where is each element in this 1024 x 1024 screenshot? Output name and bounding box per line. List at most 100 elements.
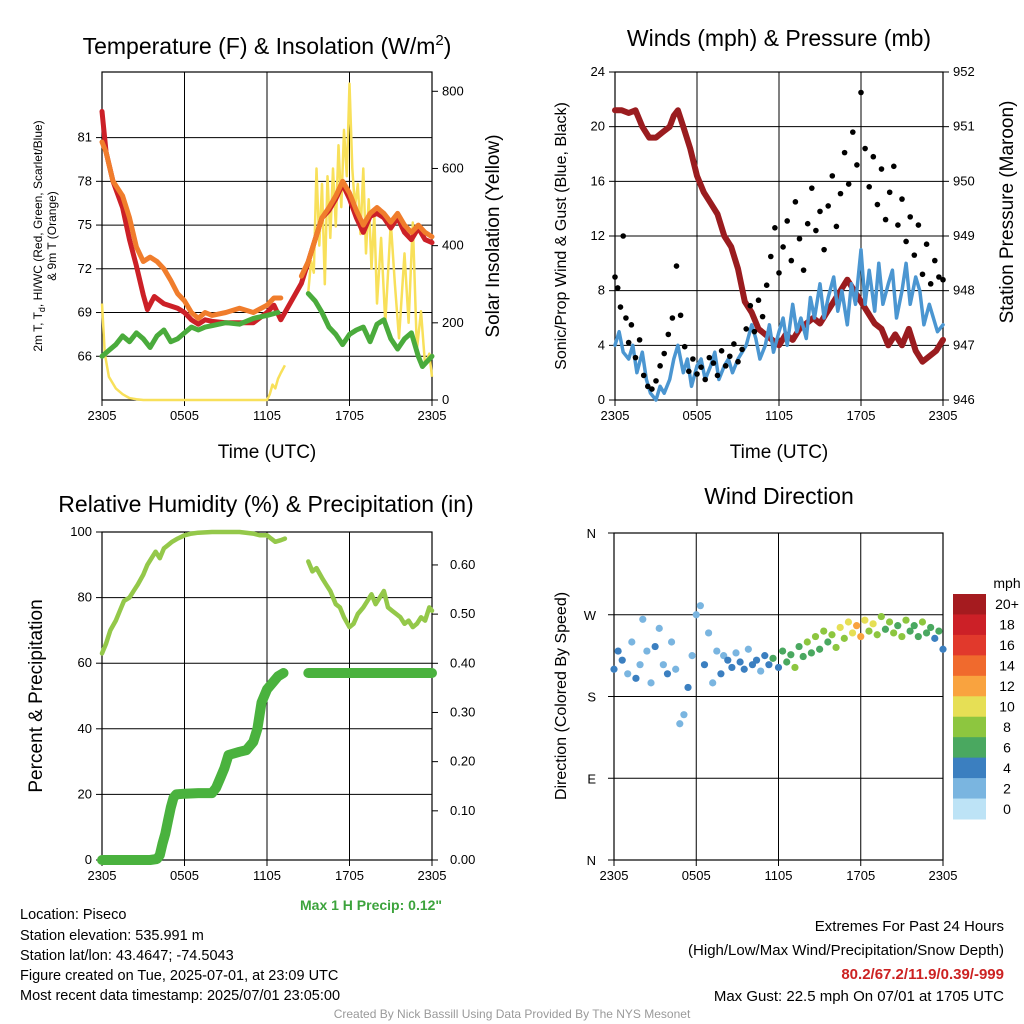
gust-point xyxy=(886,189,893,196)
direction-point xyxy=(709,679,717,687)
gust-point xyxy=(821,246,827,253)
gust-point xyxy=(755,297,762,304)
direction-point xyxy=(836,623,844,632)
y-tick-label-right: 0.00 xyxy=(450,852,475,867)
temperature-series-line xyxy=(305,291,435,369)
gust-point xyxy=(911,252,918,258)
gust-point xyxy=(882,216,889,223)
direction-point xyxy=(832,643,840,652)
direction-point xyxy=(736,658,744,666)
gust-point xyxy=(657,363,663,369)
direction-point xyxy=(672,665,680,673)
y-tick-label-left: E xyxy=(587,771,596,786)
y-tick-label-left: 0 xyxy=(85,852,92,867)
y-tick-label-right: 946 xyxy=(953,392,975,407)
elevation-text: Station elevation: 535.991 m xyxy=(20,928,204,944)
gust-point xyxy=(625,339,632,346)
gust-point xyxy=(645,383,651,390)
location-text: Location: Piseco xyxy=(20,907,127,923)
x-axis-label-temperature: Time (UTC) xyxy=(218,442,317,463)
direction-point xyxy=(927,623,935,632)
x-tick-label: 0505 xyxy=(683,408,712,423)
gust-point xyxy=(636,337,643,343)
gust-point xyxy=(932,257,938,264)
direction-point xyxy=(803,638,811,646)
insolation-line xyxy=(307,82,434,377)
direction-point xyxy=(655,624,663,632)
colorbar-swatch xyxy=(953,737,986,759)
gust-point xyxy=(854,162,860,168)
direction-point xyxy=(647,679,655,687)
gust-point xyxy=(702,376,708,383)
gust-point xyxy=(915,222,922,228)
temperature-series-line xyxy=(99,310,281,359)
direction-point xyxy=(931,634,939,642)
y-tick-label-left: 20 xyxy=(591,119,605,134)
direction-point xyxy=(779,647,787,655)
colorbar-label: 16 xyxy=(999,637,1015,653)
direction-point xyxy=(890,629,898,637)
direction-point xyxy=(717,670,725,678)
gust-point xyxy=(628,322,635,328)
colorbar-swatch xyxy=(953,655,986,677)
y-tick-label-left: N xyxy=(587,526,596,541)
gust-point xyxy=(858,89,864,96)
x-tick-label: 2305 xyxy=(418,868,447,883)
gust-point xyxy=(936,274,942,280)
gust-point xyxy=(899,196,905,202)
y-tick-label-left: 75 xyxy=(78,217,92,232)
direction-point xyxy=(869,620,877,628)
gust-point xyxy=(669,315,676,321)
direction-point xyxy=(744,645,752,653)
x-tick-label: 1105 xyxy=(765,868,793,883)
gust-point xyxy=(850,129,856,135)
x-tick-label: 1705 xyxy=(847,408,876,423)
direction-point xyxy=(618,656,626,664)
y-tick-label-right: 952 xyxy=(953,64,975,79)
gust-point xyxy=(903,238,909,245)
direction-point xyxy=(799,652,807,661)
direction-point xyxy=(857,632,865,641)
gust-point xyxy=(809,185,815,191)
direction-point xyxy=(840,634,848,642)
gust-point xyxy=(792,199,799,205)
direction-point xyxy=(861,616,869,624)
gust-point xyxy=(813,227,819,234)
direction-point xyxy=(828,631,836,639)
gust-point xyxy=(768,253,774,260)
y-tick-label-left: 16 xyxy=(591,173,605,188)
max-precip-label: Max 1 H Precip: 0.12" xyxy=(300,897,443,913)
colorbar-swatch xyxy=(953,675,986,697)
x-tick-label: 2305 xyxy=(88,868,117,883)
plot-frame xyxy=(101,531,433,861)
gust-point xyxy=(632,354,639,361)
chart-title-temperature: Temperature (F) & Insolation (W/m2) xyxy=(83,32,452,59)
gust-point xyxy=(780,244,786,250)
y-tick-label-left: 12 xyxy=(591,228,605,243)
precipitation-line xyxy=(97,668,289,865)
x-axis-label-winds: Time (UTC) xyxy=(730,442,829,463)
y-tick-label-right: 0.50 xyxy=(450,606,475,621)
colorbar-swatch xyxy=(953,798,986,820)
y-tick-label-left: 40 xyxy=(78,721,92,736)
direction-point xyxy=(614,647,622,655)
gust-point xyxy=(743,326,749,332)
gust-point xyxy=(772,225,778,231)
direction-point xyxy=(769,654,777,662)
colorbar-label: 14 xyxy=(999,658,1015,674)
direction-point xyxy=(791,663,799,672)
x-tick-label: 0505 xyxy=(170,408,199,423)
gust-point xyxy=(677,312,684,319)
direction-point xyxy=(853,622,861,630)
colorbar-swatch xyxy=(953,634,986,656)
gust-point xyxy=(747,302,754,309)
recent-data-text: Most recent data timestamp: 2025/07/01 2… xyxy=(20,988,341,1004)
gust-point xyxy=(800,267,807,273)
colorbar-label: 18 xyxy=(999,617,1015,633)
gust-point xyxy=(665,331,672,338)
gust-point xyxy=(698,364,704,371)
direction-point xyxy=(881,625,890,633)
direction-point xyxy=(906,627,914,635)
direction-point xyxy=(783,658,791,666)
direction-point xyxy=(873,631,881,639)
